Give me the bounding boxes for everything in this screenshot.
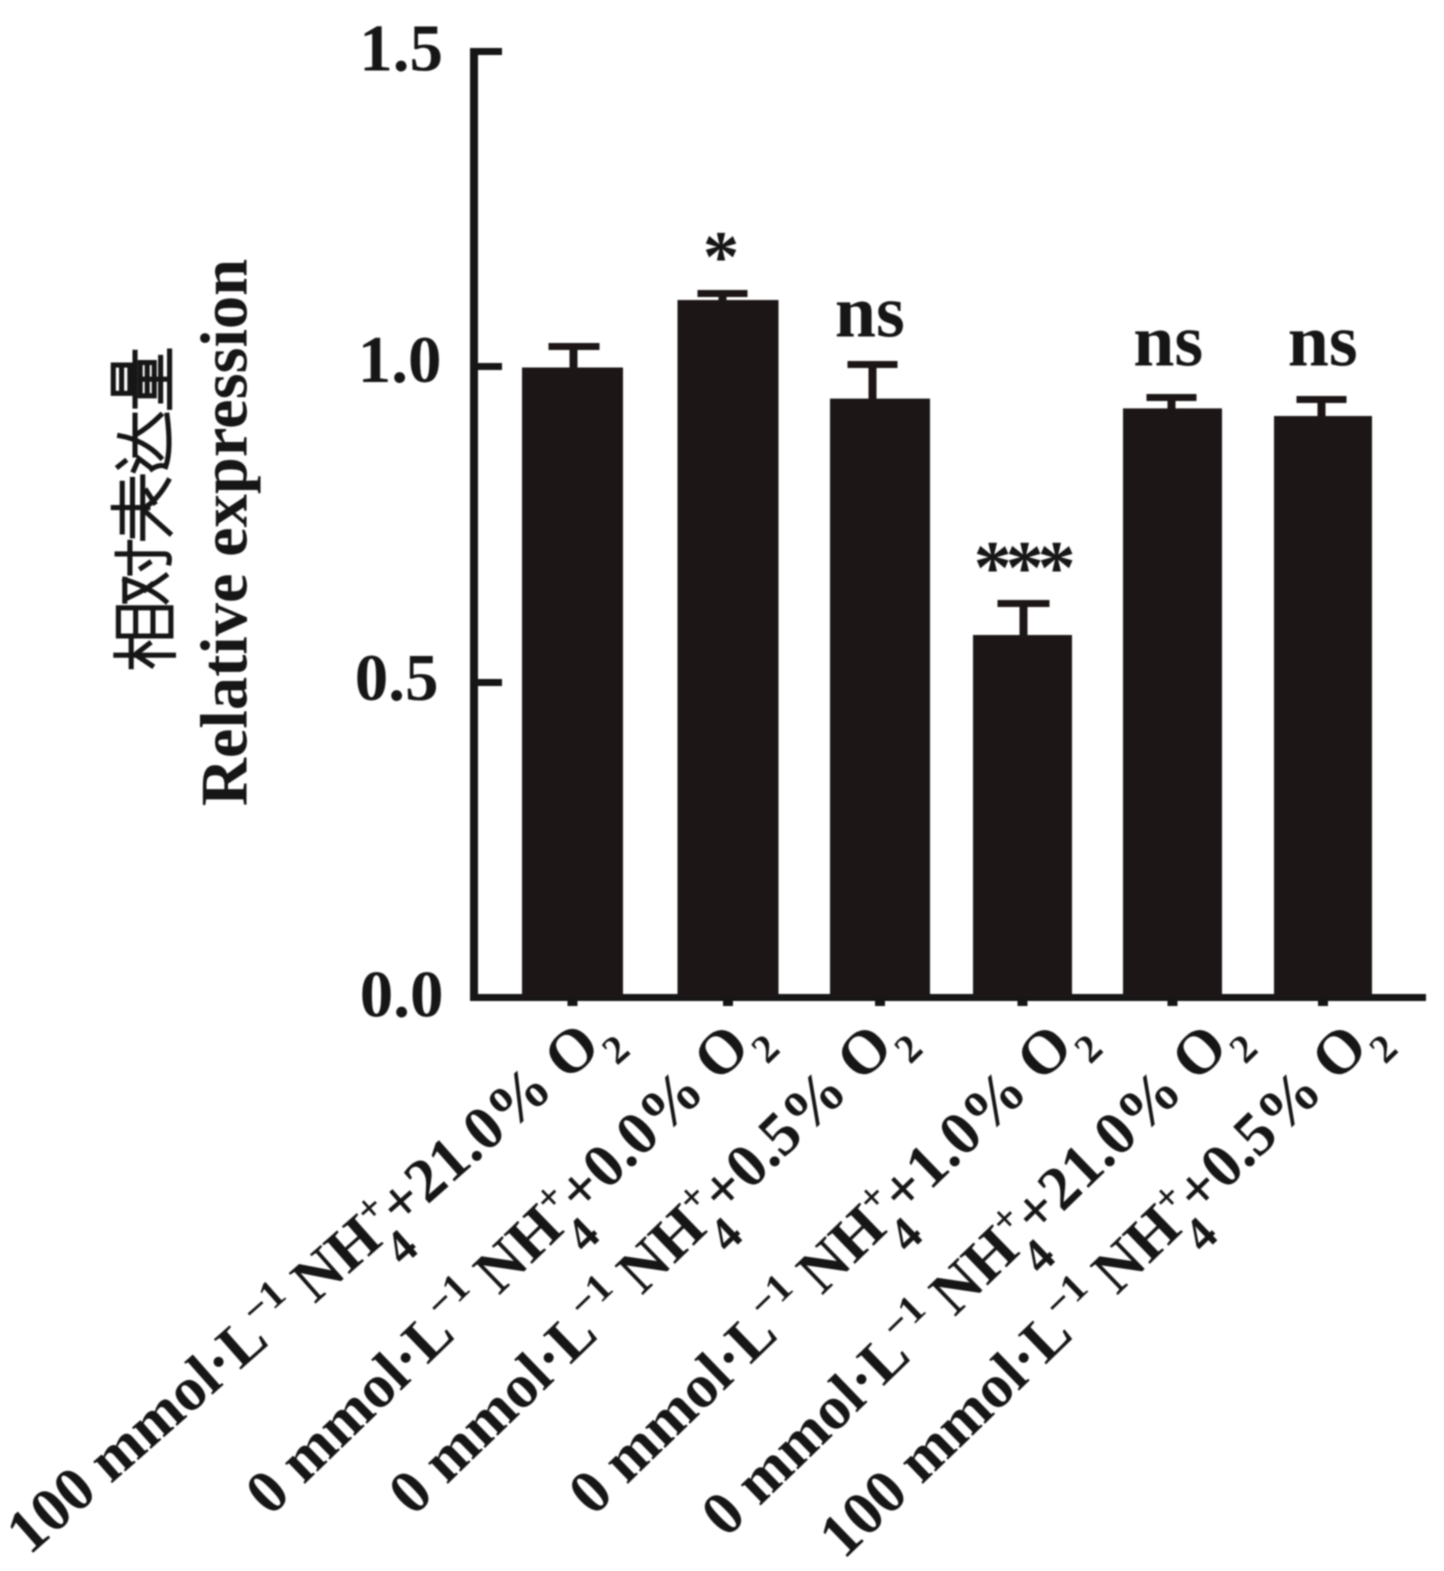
svg-text:ns: ns [1133,301,1203,383]
svg-text:1.5: 1.5 [359,12,443,86]
svg-text:***: *** [974,526,1073,610]
svg-text:1.0: 1.0 [358,323,442,397]
svg-text:ns: ns [835,272,905,354]
svg-text:0.0: 0.0 [360,958,444,1032]
svg-text:100 mmol·L−1 NH+4+0.5% O2: 100 mmol·L−1 NH+4+0.5% O2 [803,994,1414,1571]
svg-text:*: * [703,216,740,297]
svg-text:ns: ns [1288,301,1358,383]
svg-text:0.5: 0.5 [355,641,439,715]
svg-text:Relative expression: Relative expression [189,259,262,806]
